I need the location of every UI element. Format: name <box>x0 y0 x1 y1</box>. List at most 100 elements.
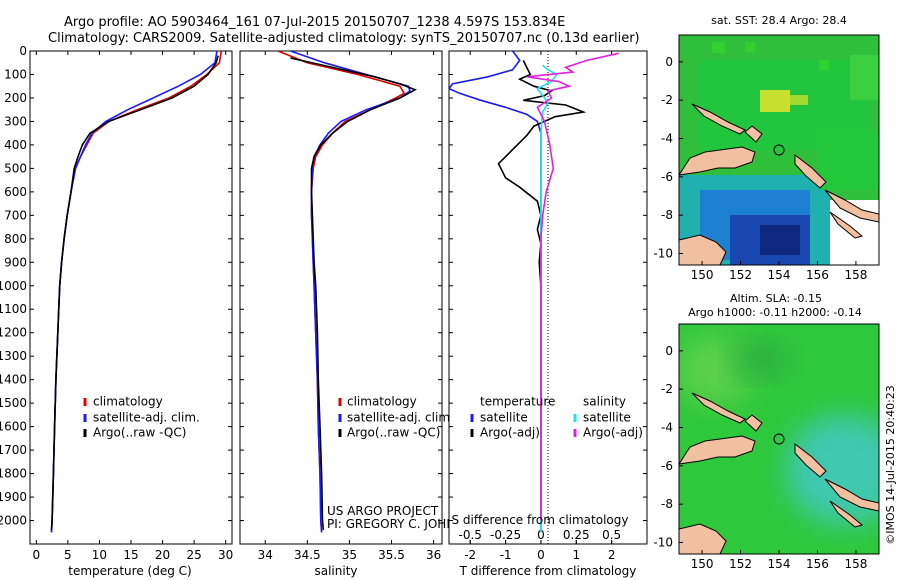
island-land <box>744 125 763 143</box>
difference-legend-salinity: salinity satellite Argo(-adj) <box>573 395 643 440</box>
legend-label-satellite: satellite-adj. clim. <box>93 411 200 425</box>
x-tick-label: 35 <box>342 548 357 562</box>
s-tick-label: -0.5 <box>459 528 482 542</box>
depth-tick-label: 200 <box>4 91 27 105</box>
map-x-tick-label: 152 <box>729 268 752 282</box>
salinity-panel: 34 34.5 35 35.5 36 salinity climatology sate… <box>239 50 481 578</box>
x-tick-label: -1 <box>500 548 512 562</box>
x-tick-label: 35.5 <box>378 548 405 562</box>
difference-panel: -2 -1 0 1 2 -0.5 -0.25 0 0.25 0.5 T difference f… <box>448 50 648 578</box>
new-ireland-land <box>691 392 746 424</box>
map-x-tick-label: 156 <box>806 268 829 282</box>
salinity-depth-ticks <box>240 50 442 522</box>
series-line-satellite <box>290 51 411 533</box>
sst-patch <box>820 130 879 190</box>
new-ireland-land <box>691 103 746 135</box>
project-line2: PI: GREGORY C. JOHNSON <box>327 517 481 531</box>
depth-axis: 0 100 200 300 400 500 600 700 800 900 1000 1100 1200… <box>0 44 232 528</box>
sst-pixel <box>745 42 755 52</box>
sla-title-line2: Argo h1000: -0.11 h2000: -0.14 <box>688 306 862 319</box>
map-y-tick-label: -6 <box>661 459 673 473</box>
legend-label-t-argo: Argo(-adj) <box>480 426 540 440</box>
sla-map: Altim. SLA: -0.15 Argo h1000: -0.11 h200… <box>653 292 880 571</box>
s-difference-xlabel: S difference from climatology <box>452 513 629 527</box>
t-difference-xlabel: T difference from climatology <box>459 564 637 578</box>
depth-tick-label: 1000 <box>0 279 27 293</box>
depth-tick-label: 800 <box>4 232 27 246</box>
solomon-land <box>829 211 864 239</box>
legend-title-temperature: temperature <box>480 395 555 409</box>
depth-tick-label: 1500 <box>0 396 27 410</box>
depth-tick-label: 1600 <box>0 420 27 434</box>
sla-field <box>679 324 879 554</box>
island-land <box>744 414 763 432</box>
x-tick-label: 20 <box>155 548 170 562</box>
argo-position-marker <box>773 433 785 445</box>
map-y-tick-label: -2 <box>661 382 673 396</box>
map-y-tick-label: -6 <box>661 170 673 184</box>
map-x-tick-label: 150 <box>691 268 714 282</box>
x-tick-label: 5 <box>64 548 72 562</box>
depth-tick-label: 1100 <box>0 302 27 316</box>
legend-label-satellite: satellite-adj. clim. <box>347 411 454 425</box>
legend-label-climatology: climatology <box>347 395 417 409</box>
x-tick-label: 15 <box>123 548 138 562</box>
map-y-tick-label: -10 <box>653 247 673 261</box>
depth-tick-label: 600 <box>4 185 27 199</box>
salinity-frame <box>239 50 443 545</box>
temperature-panel: 0100200300400500600700800900100011001200… <box>0 44 233 578</box>
salinity-legend: climatology satellite-adj. clim. Argo(..… <box>338 395 454 440</box>
depth-tick-label: 1300 <box>0 349 27 363</box>
series-line-s-satellite <box>536 64 559 533</box>
depth-tick-label: 100 <box>4 67 27 81</box>
temperature-x-axis: 0 5 10 15 20 25 30 <box>32 51 233 562</box>
depth-tick-label: 700 <box>4 208 27 222</box>
map-y-tick-label: -8 <box>661 497 673 511</box>
new-britain-land <box>679 146 756 176</box>
series-line-s-argo <box>526 52 619 521</box>
depth-tick-label: 1400 <box>0 373 27 387</box>
s-tick-label: -0.25 <box>490 528 521 542</box>
x-tick-label: 34.5 <box>294 548 321 562</box>
header-line1: Argo profile: AO 5903464_161 07-Jul-2015… <box>64 15 565 30</box>
s-tick-label: 0.5 <box>602 528 621 542</box>
series-line-argo <box>290 57 418 530</box>
x-tick-label: 25 <box>186 548 201 562</box>
map-x-tick-label: 156 <box>806 557 829 571</box>
bougainville-land <box>794 153 827 189</box>
sst-map-axes: 150 152 154 156 158 0 -2 -4 -6 -8 -10 <box>653 55 867 282</box>
difference-legend-temperature: temperature satellite Argo(-adj) <box>470 395 555 440</box>
series-line-t-satellite <box>449 51 542 533</box>
new-britain-land <box>679 435 756 465</box>
map-y-tick-label: -8 <box>661 208 673 222</box>
depth-tick-label: 900 <box>4 255 27 269</box>
solomon-land <box>824 478 879 512</box>
salinity-series <box>277 51 418 533</box>
x-tick-label: 34 <box>258 548 273 562</box>
x-tick-label: 30 <box>218 548 233 562</box>
legend-label-t-satellite: satellite <box>480 411 528 425</box>
sla-region <box>730 340 790 380</box>
depth-tick-label: 500 <box>4 161 27 175</box>
map-x-tick-label: 152 <box>729 557 752 571</box>
sla-low-region <box>785 415 879 525</box>
sst-map: sat. SST: 28.4 Argo: 28.4 15 <box>653 14 880 282</box>
sla-map-axes: 150 152 154 156 158 0 -2 -4 -6 -8 -10 <box>653 344 867 571</box>
map-y-tick-label: -10 <box>653 536 673 550</box>
x-tick-label: 0 <box>537 548 545 562</box>
depth-tick-label: 2000 <box>0 514 27 528</box>
depth-tick-label: 0 <box>19 44 27 58</box>
sst-warm-patch <box>760 90 790 112</box>
map-y-tick-label: 0 <box>665 55 673 69</box>
sst-map-title: sat. SST: 28.4 Argo: 28.4 <box>711 14 847 27</box>
imos-credit: ©IMOS 14-Jul-2015 20:40:23 <box>884 385 897 545</box>
map-x-tick-label: 154 <box>768 557 791 571</box>
header-line2: Climatology: CARS2009. Satellite-adjuste… <box>48 31 640 46</box>
legend-label-argo: Argo(..raw -QC) <box>93 426 186 440</box>
s-tick-label: 0.25 <box>563 528 590 542</box>
depth-tick-label: 1900 <box>0 490 27 504</box>
sst-cold-patch <box>760 225 800 255</box>
map-y-tick-label: -4 <box>661 421 673 435</box>
depth-tick-label: 1800 <box>0 467 27 481</box>
